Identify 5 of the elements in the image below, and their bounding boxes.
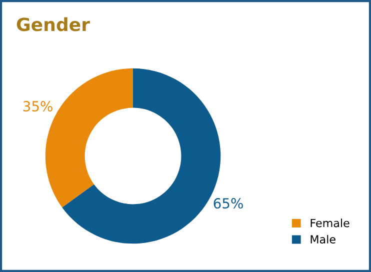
data-label: 65% bbox=[214, 198, 243, 209]
legend-label: Male bbox=[310, 234, 336, 244]
chart-title: Gender bbox=[16, 17, 90, 32]
legend-label: Female bbox=[310, 218, 350, 228]
data-label: 35% bbox=[23, 100, 52, 112]
